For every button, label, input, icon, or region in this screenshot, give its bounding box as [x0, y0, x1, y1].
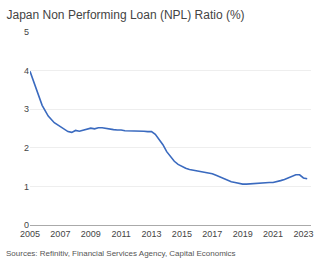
svg-text:Sources: Refinitiv, Financial: Sources: Refinitiv, Financial Services A… — [6, 249, 236, 258]
svg-text:2023: 2023 — [293, 229, 313, 239]
svg-text:0: 0 — [24, 220, 29, 230]
svg-text:3: 3 — [24, 104, 29, 114]
svg-text:2009: 2009 — [81, 229, 101, 239]
svg-text:1: 1 — [24, 182, 29, 192]
svg-text:2013: 2013 — [141, 229, 161, 239]
svg-text:2: 2 — [24, 143, 29, 153]
svg-text:2021: 2021 — [263, 229, 283, 239]
svg-text:2019: 2019 — [233, 229, 253, 239]
svg-text:2007: 2007 — [50, 229, 70, 239]
svg-text:4: 4 — [24, 66, 29, 76]
svg-text:2005: 2005 — [20, 229, 40, 239]
svg-text:5: 5 — [24, 27, 29, 37]
svg-text:2017: 2017 — [202, 229, 222, 239]
svg-text:2011: 2011 — [111, 229, 130, 239]
svg-text:Japan Non Performing Loan (NPL: Japan Non Performing Loan (NPL) Ratio (%… — [7, 8, 245, 22]
svg-text:2015: 2015 — [172, 229, 192, 239]
